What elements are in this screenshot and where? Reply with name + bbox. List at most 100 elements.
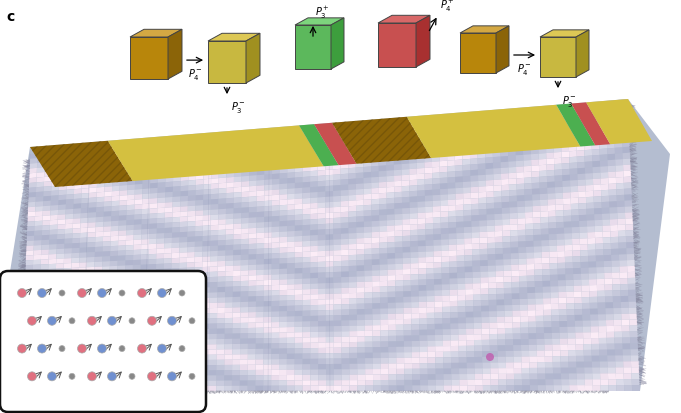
Polygon shape xyxy=(389,386,397,391)
Polygon shape xyxy=(310,176,318,183)
Polygon shape xyxy=(177,376,185,381)
Polygon shape xyxy=(542,275,550,281)
Polygon shape xyxy=(434,279,442,285)
Polygon shape xyxy=(242,135,249,140)
Polygon shape xyxy=(402,186,409,192)
Polygon shape xyxy=(249,144,257,150)
Polygon shape xyxy=(159,147,166,153)
Polygon shape xyxy=(473,312,481,318)
Polygon shape xyxy=(165,172,173,178)
Polygon shape xyxy=(348,179,356,185)
Circle shape xyxy=(138,344,146,353)
Polygon shape xyxy=(364,266,372,271)
Polygon shape xyxy=(371,172,379,178)
Polygon shape xyxy=(573,268,581,274)
Polygon shape xyxy=(128,165,136,171)
Polygon shape xyxy=(514,374,522,380)
Polygon shape xyxy=(279,274,287,280)
Polygon shape xyxy=(37,163,45,169)
Polygon shape xyxy=(601,379,608,385)
Polygon shape xyxy=(616,368,624,373)
Polygon shape xyxy=(203,205,211,211)
Polygon shape xyxy=(565,251,573,257)
Polygon shape xyxy=(272,280,279,285)
Polygon shape xyxy=(479,215,487,221)
Polygon shape xyxy=(116,336,123,341)
Polygon shape xyxy=(410,214,417,219)
Circle shape xyxy=(146,305,154,313)
Polygon shape xyxy=(432,190,440,196)
Polygon shape xyxy=(621,314,629,320)
Polygon shape xyxy=(240,386,248,391)
Polygon shape xyxy=(503,271,511,277)
Polygon shape xyxy=(381,347,388,353)
Polygon shape xyxy=(589,280,597,285)
Polygon shape xyxy=(396,319,404,325)
Polygon shape xyxy=(584,150,592,157)
Polygon shape xyxy=(381,375,389,380)
Polygon shape xyxy=(150,193,157,199)
Polygon shape xyxy=(54,303,63,308)
Polygon shape xyxy=(387,292,396,298)
Polygon shape xyxy=(523,138,530,144)
Polygon shape xyxy=(249,297,256,302)
Polygon shape xyxy=(21,362,29,367)
Polygon shape xyxy=(348,168,356,174)
Polygon shape xyxy=(318,289,326,294)
Polygon shape xyxy=(364,211,372,217)
Polygon shape xyxy=(202,241,210,247)
Polygon shape xyxy=(432,173,440,179)
Polygon shape xyxy=(287,199,295,205)
Polygon shape xyxy=(546,147,554,154)
Polygon shape xyxy=(373,347,381,353)
Polygon shape xyxy=(326,159,333,165)
Polygon shape xyxy=(490,380,498,385)
Polygon shape xyxy=(96,202,104,208)
Polygon shape xyxy=(234,235,241,240)
Polygon shape xyxy=(357,320,365,326)
Polygon shape xyxy=(618,231,626,237)
Polygon shape xyxy=(427,307,434,313)
Polygon shape xyxy=(521,339,529,345)
Polygon shape xyxy=(99,366,107,371)
Polygon shape xyxy=(186,304,194,309)
Polygon shape xyxy=(112,161,121,167)
Polygon shape xyxy=(455,171,463,178)
Polygon shape xyxy=(318,181,326,187)
Polygon shape xyxy=(204,169,211,175)
Polygon shape xyxy=(141,260,148,265)
Polygon shape xyxy=(202,298,210,304)
Polygon shape xyxy=(417,163,424,169)
Polygon shape xyxy=(603,237,611,244)
Polygon shape xyxy=(45,357,52,362)
Polygon shape xyxy=(480,266,488,272)
Polygon shape xyxy=(272,190,280,196)
Polygon shape xyxy=(93,327,100,332)
Polygon shape xyxy=(441,234,449,240)
Polygon shape xyxy=(51,181,59,187)
Polygon shape xyxy=(157,249,164,254)
Polygon shape xyxy=(133,255,141,261)
Polygon shape xyxy=(363,123,370,130)
Polygon shape xyxy=(172,212,180,218)
Polygon shape xyxy=(264,312,272,317)
Polygon shape xyxy=(249,186,257,192)
Polygon shape xyxy=(523,132,530,138)
Polygon shape xyxy=(287,131,295,136)
Polygon shape xyxy=(607,154,615,161)
Polygon shape xyxy=(48,284,55,289)
Polygon shape xyxy=(531,166,539,172)
Polygon shape xyxy=(550,263,558,270)
Polygon shape xyxy=(256,333,264,339)
Circle shape xyxy=(97,344,106,353)
Polygon shape xyxy=(295,295,302,301)
Polygon shape xyxy=(140,290,148,295)
Polygon shape xyxy=(202,278,210,283)
Polygon shape xyxy=(628,278,635,284)
Polygon shape xyxy=(592,167,601,174)
Polygon shape xyxy=(94,282,101,287)
Polygon shape xyxy=(311,332,318,337)
Polygon shape xyxy=(548,199,556,206)
Polygon shape xyxy=(272,259,279,264)
Polygon shape xyxy=(417,213,425,219)
